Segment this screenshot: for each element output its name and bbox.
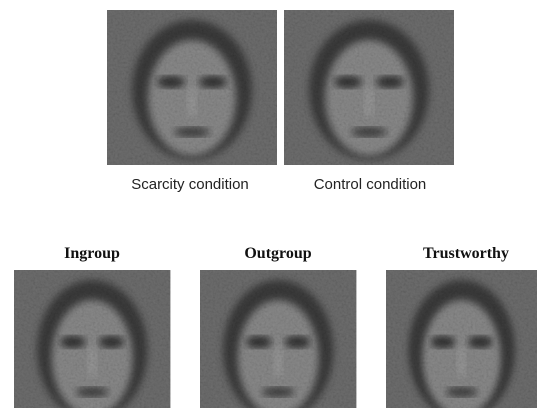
panel-title: Outgroup — [244, 245, 311, 262]
outgroup-image — [200, 270, 356, 408]
panel-title: Ingroup — [64, 245, 120, 262]
ingroup-image — [14, 270, 170, 408]
trustworthy-image — [386, 270, 537, 408]
scarcity-image — [107, 10, 277, 165]
caption: Control condition — [314, 176, 427, 193]
panel-title: Trustworthy — [423, 245, 509, 262]
caption: Scarcity condition — [131, 176, 249, 193]
control-image — [284, 10, 454, 165]
